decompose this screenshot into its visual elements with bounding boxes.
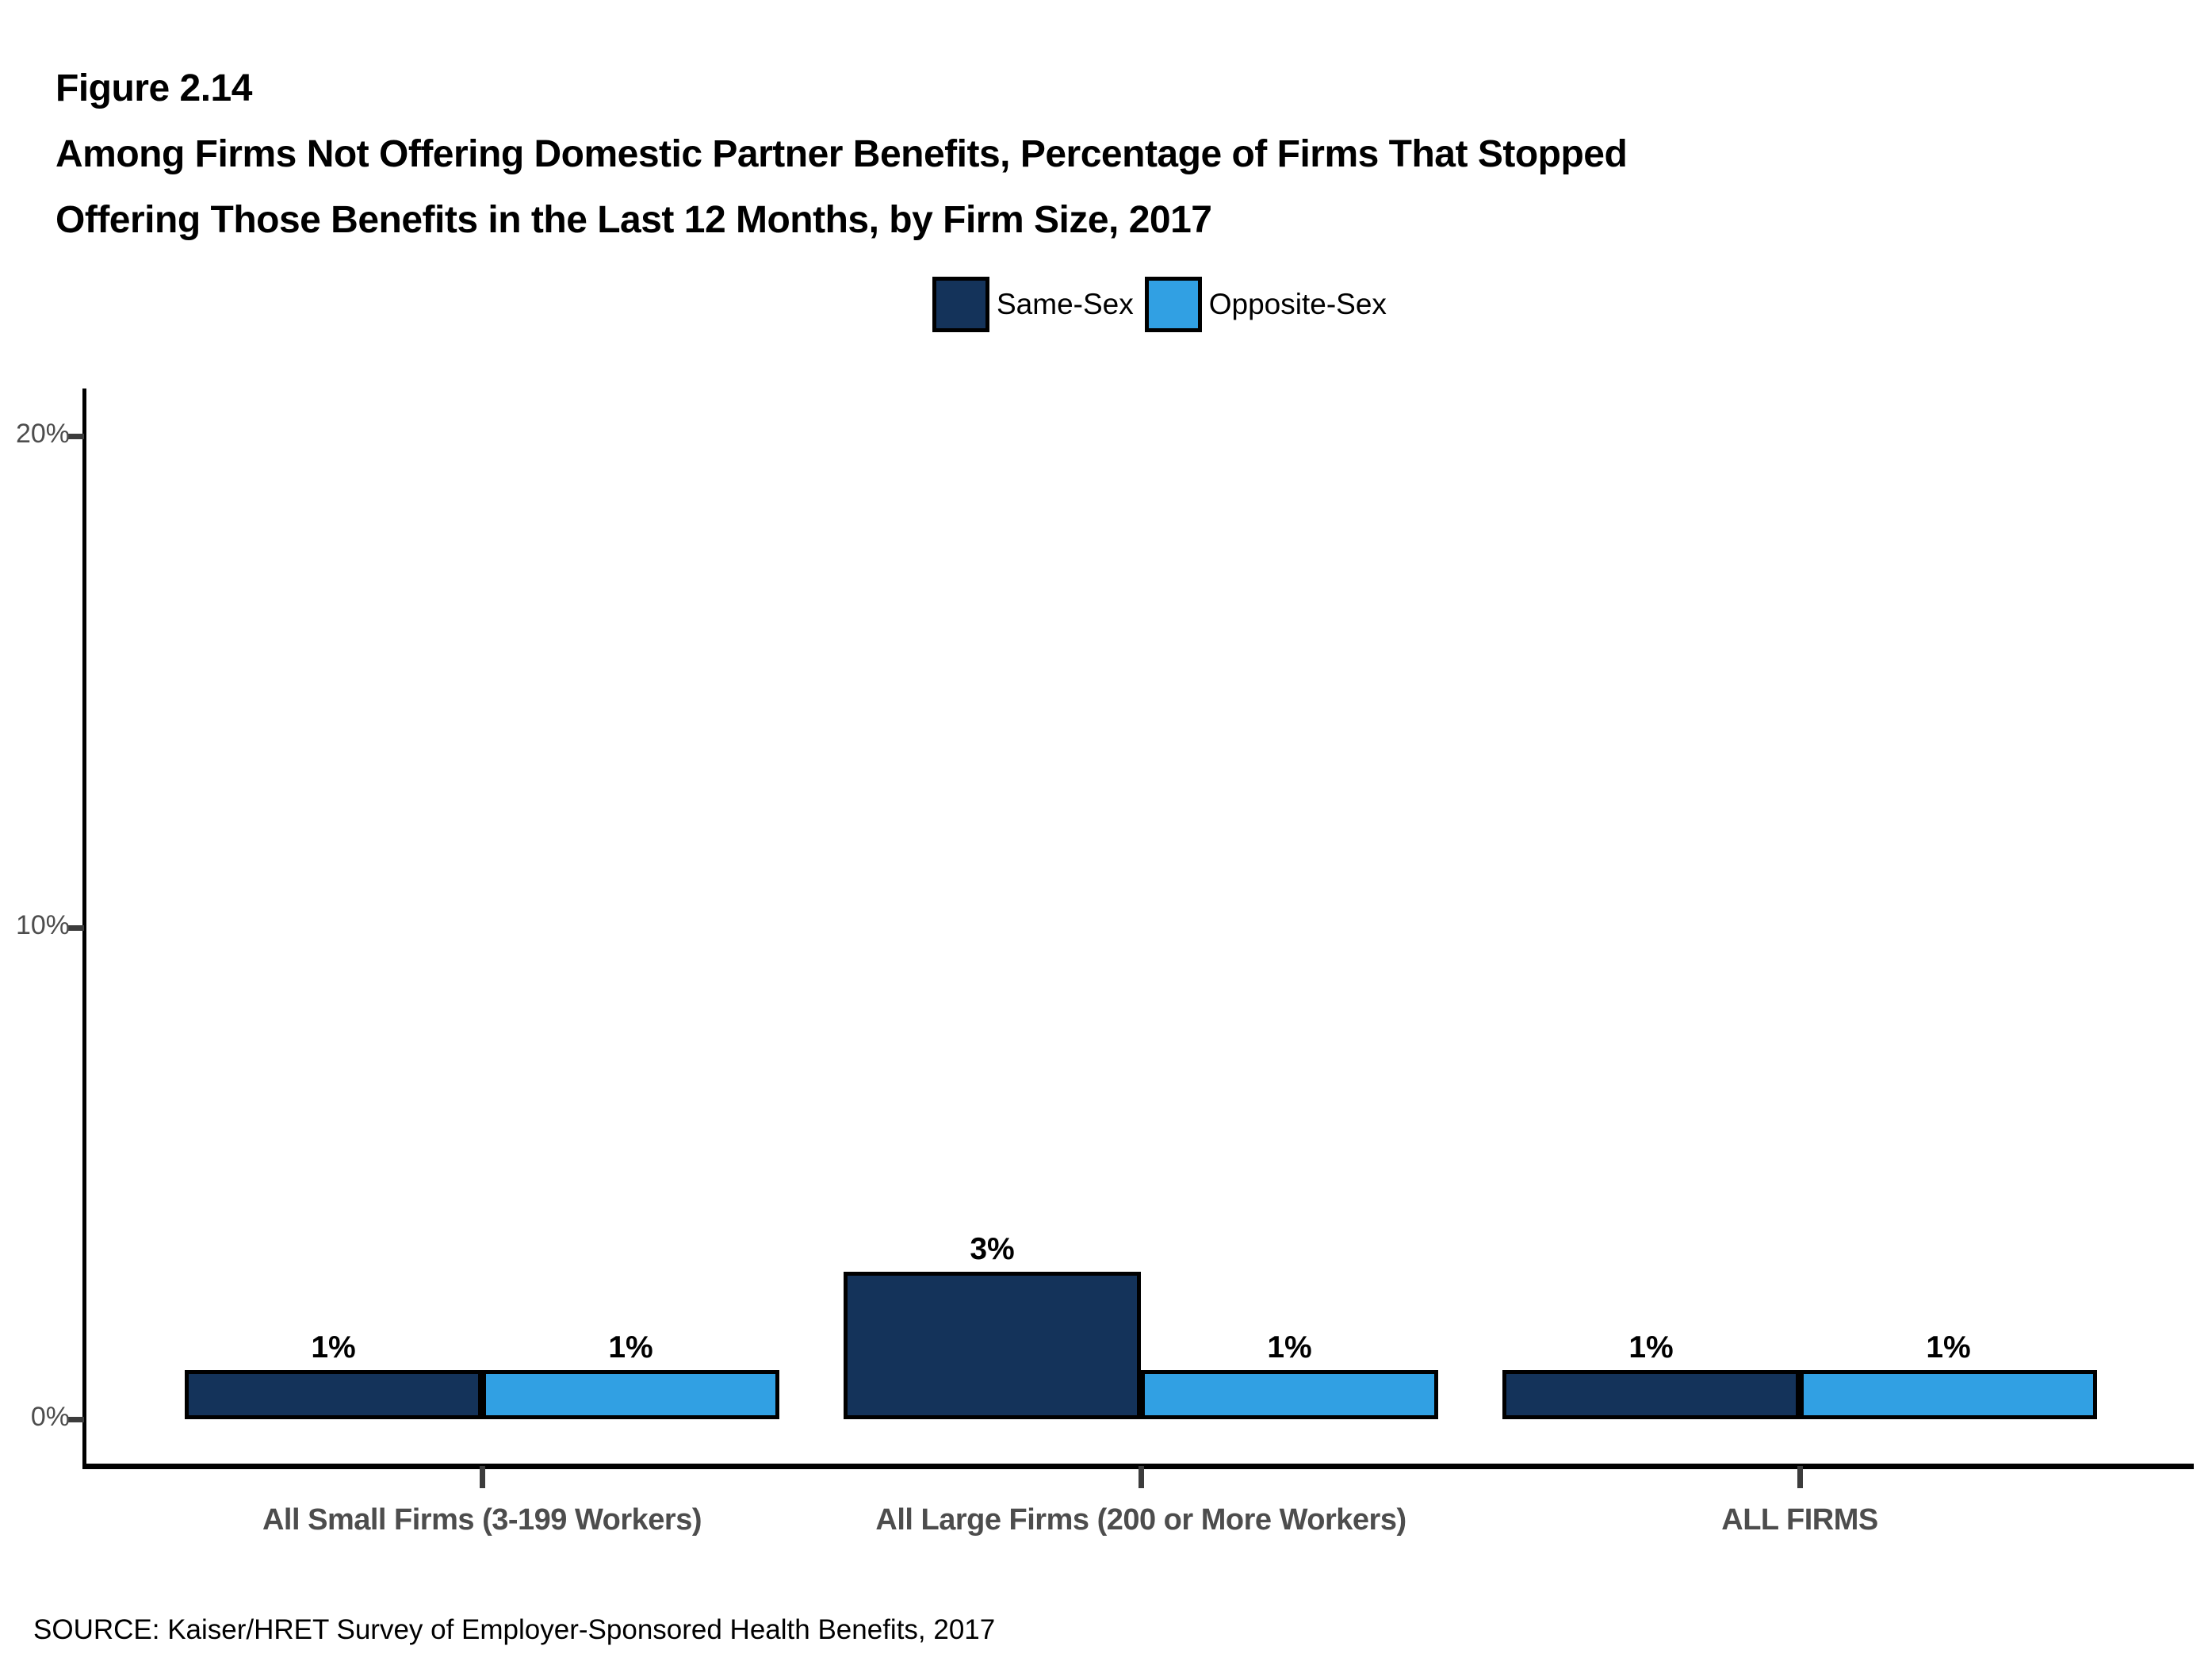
category-label-all-small-firms-3-199-workers: All Small Firms (3-199 Workers) (262, 1503, 702, 1537)
bar-value-label-same-sex-all-small-firms-3-199-workers: 1% (311, 1330, 356, 1365)
legend-swatch-same-sex (932, 277, 989, 332)
bar-value-label-opposite-sex-all-firms: 1% (1926, 1330, 1971, 1365)
legend: Same-Sex Opposite-Sex (932, 276, 1398, 333)
y-tick-label-20: 20% (15, 419, 70, 449)
x-tick-mark-all-large-firms-200-or-more-workers (1139, 1466, 1144, 1488)
bar-value-label-opposite-sex-all-large-firms-200-or-more-workers: 1% (1267, 1330, 1312, 1365)
bar-opposite-sex-all-small-firms-3-199-workers (482, 1370, 779, 1419)
bar-same-sex-all-large-firms-200-or-more-workers (844, 1272, 1141, 1419)
chart-title-line-1: Among Firms Not Offering Domestic Partne… (55, 133, 1628, 175)
figure-label: Figure 2.14 (55, 67, 252, 109)
source-note: SOURCE: Kaiser/HRET Survey of Employer-S… (33, 1614, 996, 1645)
bar-value-label-same-sex-all-firms: 1% (1628, 1330, 1674, 1365)
y-tick-label-0: 0% (30, 1402, 70, 1432)
bar-value-label-opposite-sex-all-small-firms-3-199-workers: 1% (608, 1330, 653, 1365)
y-tick-mark-20 (68, 434, 84, 439)
x-tick-mark-all-small-firms-3-199-workers (480, 1466, 485, 1488)
legend-label-same-sex: Same-Sex (997, 288, 1134, 320)
y-axis-line (82, 388, 86, 1468)
bar-same-sex-all-small-firms-3-199-workers (185, 1370, 482, 1419)
category-label-all-firms: ALL FIRMS (1721, 1503, 1878, 1537)
bar-opposite-sex-all-large-firms-200-or-more-workers (1141, 1370, 1438, 1419)
bar-same-sex-all-firms (1502, 1370, 1800, 1419)
y-tick-mark-10 (68, 925, 84, 931)
x-axis-line (82, 1464, 2194, 1469)
legend-label-opposite-sex: Opposite-Sex (1208, 288, 1387, 320)
bar-value-label-same-sex-all-large-firms-200-or-more-workers: 3% (970, 1232, 1015, 1266)
chart-title-line-2: Offering Those Benefits in the Last 12 M… (55, 199, 1212, 241)
legend-swatch-opposite-sex (1144, 277, 1202, 332)
category-label-all-large-firms-200-or-more-workers: All Large Firms (200 or More Workers) (875, 1503, 1406, 1537)
x-tick-mark-all-firms (1797, 1466, 1803, 1488)
y-tick-label-10: 10% (15, 910, 70, 940)
bar-opposite-sex-all-firms (1800, 1370, 2097, 1419)
y-tick-mark-0 (68, 1417, 84, 1422)
